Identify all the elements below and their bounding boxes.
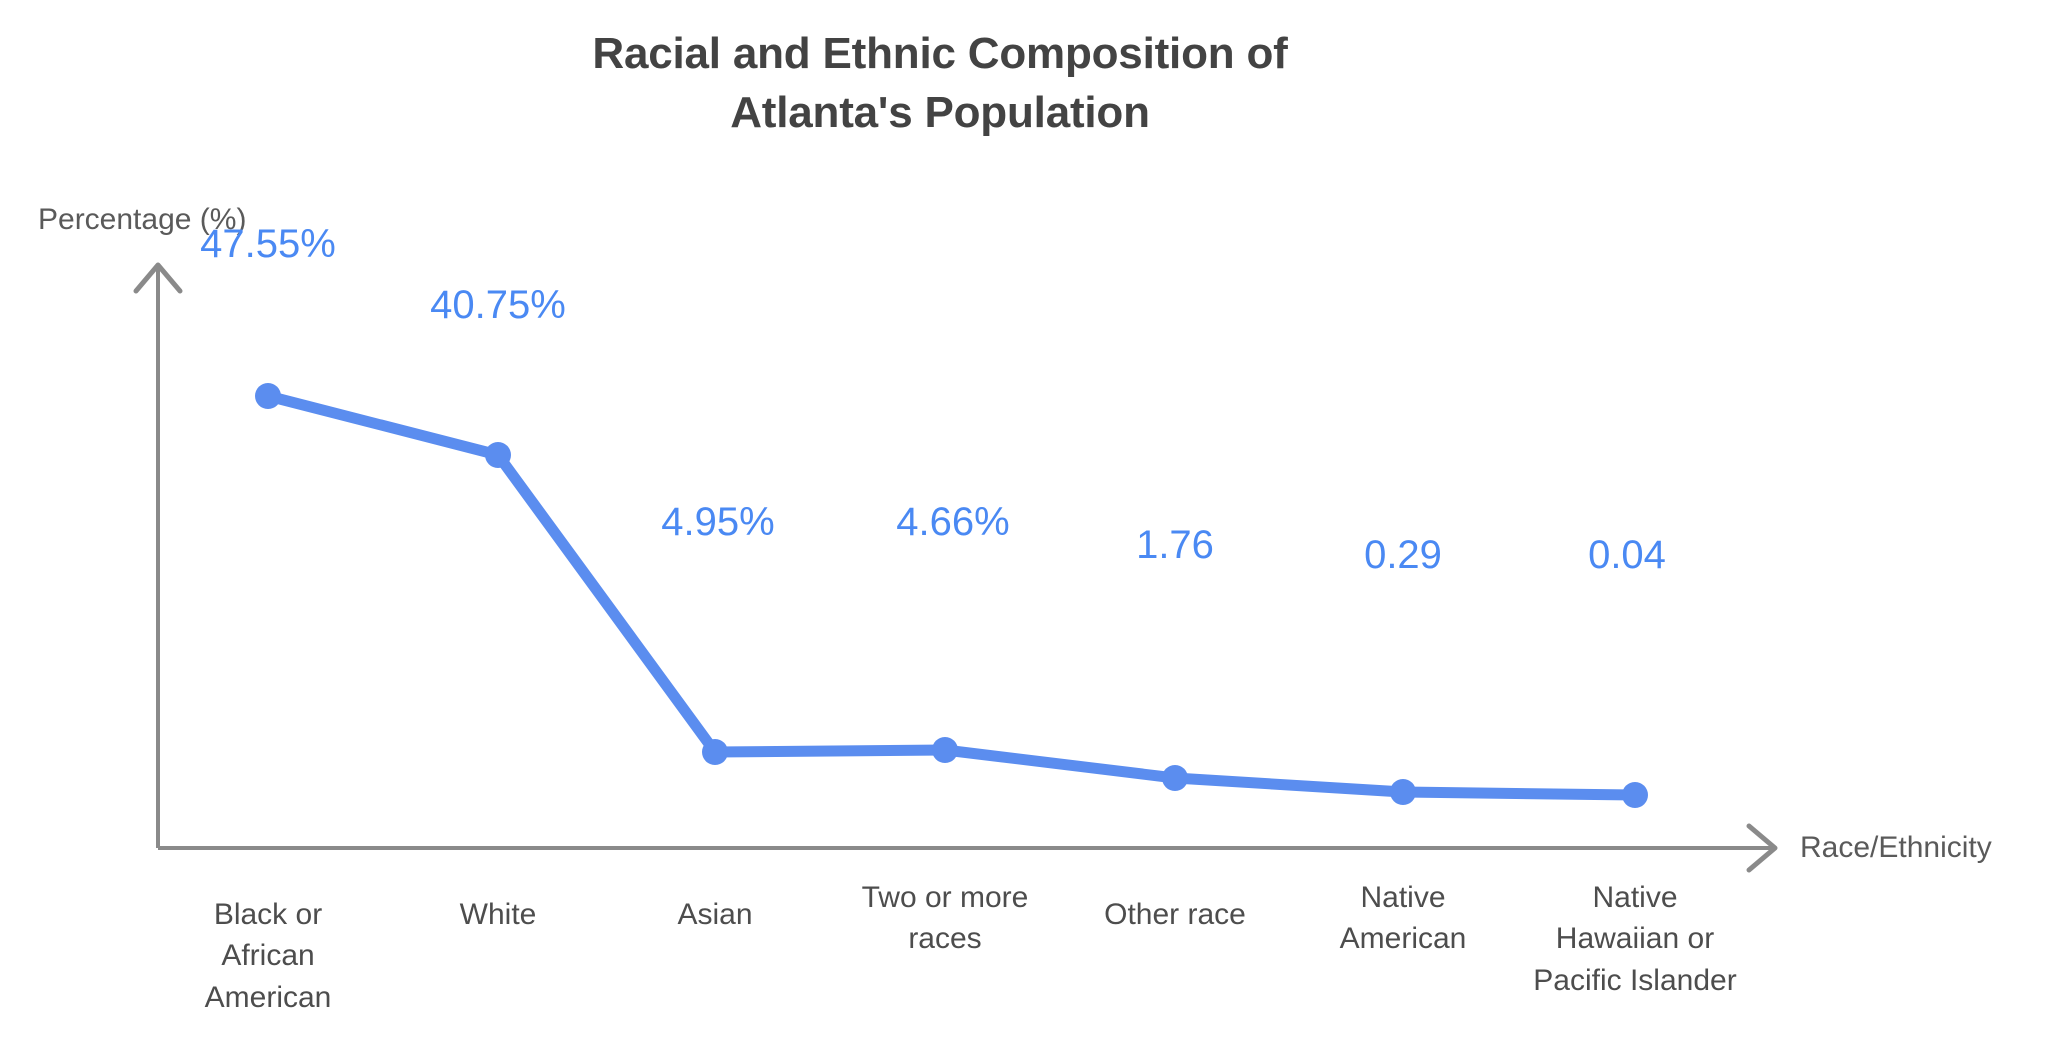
data-point-marker[interactable] (255, 383, 281, 409)
data-point-label: 4.66% (896, 500, 1010, 544)
data-point-marker[interactable] (1162, 765, 1188, 791)
data-point-marker[interactable] (932, 737, 958, 763)
chart-title: Racial and Ethnic Composition of Atlanta… (592, 29, 1288, 138)
data-point-label: 0.04 (1588, 533, 1666, 577)
x-axis-label: Race/Ethnicity (1800, 831, 1992, 864)
series-line (262, 390, 1641, 801)
x-axis-tick-label: Native American (1339, 881, 1467, 956)
x-axis-tick-label: Asian (677, 898, 753, 931)
data-point-marker[interactable] (485, 442, 511, 468)
x-axis-tick-label: Black or African American (204, 898, 332, 1014)
y-axis-arrowhead-icon (133, 262, 183, 294)
data-point-marker[interactable] (702, 739, 728, 765)
x-axis-arrowhead-icon (1746, 823, 1778, 873)
data-point-label: 47.55% (200, 222, 336, 266)
data-point-label: 4.95% (661, 500, 775, 544)
data-point-marker[interactable] (1622, 782, 1648, 808)
data-point-marker[interactable] (1390, 779, 1416, 805)
x-axis-tick-label: Native Hawaiian or Pacific Islander (1533, 881, 1737, 997)
data-point-label: 1.76 (1136, 523, 1214, 567)
data-point-markers (255, 383, 1648, 808)
data-point-label: 0.29 (1364, 533, 1442, 577)
y-axis-label: Percentage (%) (38, 203, 247, 236)
x-axis-tick-label: White (459, 898, 537, 931)
axes (133, 262, 1778, 873)
data-point-label: 40.75% (430, 283, 566, 327)
x-axis-tick-label: Two or more races (861, 881, 1029, 956)
x-axis-tick-label: Other race (1104, 898, 1246, 931)
